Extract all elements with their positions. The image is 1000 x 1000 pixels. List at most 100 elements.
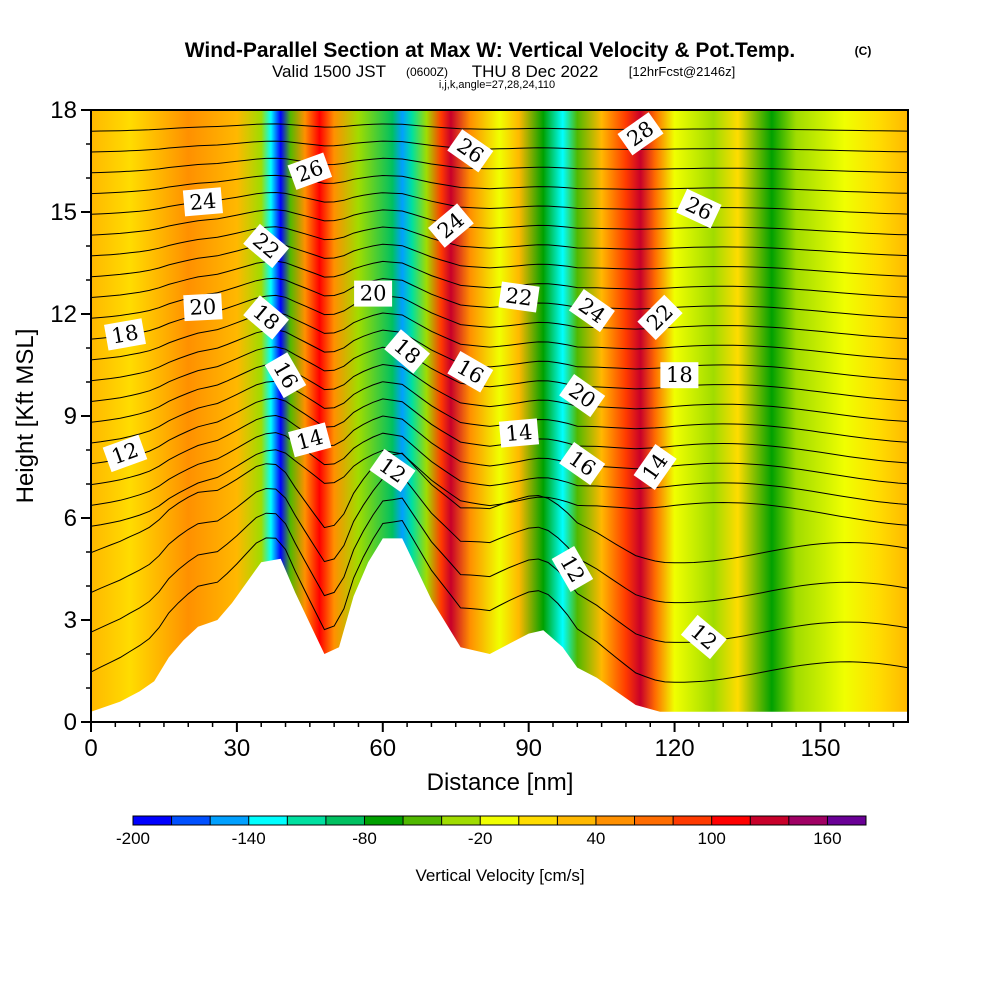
y-axis-label: Height [Kft MSL] xyxy=(12,329,39,504)
colorbar-swatch xyxy=(403,816,443,825)
theta-contour-line xyxy=(91,209,908,236)
contour-label-text: 20 xyxy=(189,295,217,320)
theta-contour-line xyxy=(91,294,908,340)
contour-label-box xyxy=(559,442,606,486)
colorbar-tick-label: 160 xyxy=(813,829,841,848)
theta-contour-line xyxy=(91,449,908,527)
contour-label-box xyxy=(498,281,540,313)
contour-label: 18 xyxy=(104,318,146,351)
x-axis: 0 30 60 90 120 150 xyxy=(84,722,895,762)
contour-label: 16 xyxy=(559,442,606,486)
contour-label-box xyxy=(182,187,223,217)
contour-label-box xyxy=(447,351,494,393)
colorbar-ticks: -200 -140 -80 -20 40 100 160 xyxy=(116,829,842,848)
chart-title: Wind-Parallel Section at Max W: Vertical… xyxy=(185,39,796,62)
colorbar-tick-label: -200 xyxy=(116,829,150,848)
colorbar-swatch xyxy=(248,816,288,825)
colorbar-swatch xyxy=(750,816,790,825)
theta-contour-line xyxy=(91,329,908,382)
theta-contour-line xyxy=(91,140,908,153)
colorbar-swatch xyxy=(364,816,404,825)
contour-label-box xyxy=(102,434,148,473)
theta-contour-line xyxy=(91,346,908,402)
theta-contours xyxy=(91,110,908,683)
contour-label: 18 xyxy=(660,362,699,389)
colorbar-swatch xyxy=(480,816,520,825)
theta-contour-line xyxy=(91,475,908,604)
contour-label: 14 xyxy=(498,418,540,448)
x-tick-label: 30 xyxy=(224,735,251,762)
theta-contour-line xyxy=(91,174,908,195)
contour-label-text: 22 xyxy=(504,283,534,310)
theta-contour-line xyxy=(91,312,908,361)
contour-label-text: 18 xyxy=(666,363,693,387)
theta-contour-line xyxy=(91,243,908,278)
theta-contour-line xyxy=(91,157,908,174)
contour-label-text: 14 xyxy=(505,420,534,446)
theta-contour-line xyxy=(91,519,908,683)
terrain-mask xyxy=(91,538,908,722)
x-tick-label: 150 xyxy=(800,735,840,762)
section-params: i,j,k,angle=27,28,24,110 xyxy=(439,79,555,91)
colorbar-swatch xyxy=(133,816,173,825)
contour-label-box xyxy=(660,362,699,389)
theta-contour-line xyxy=(91,397,908,465)
contour-label: 20 xyxy=(354,280,393,307)
contour-label-box xyxy=(183,293,223,322)
contour-label-box xyxy=(617,112,664,156)
contour-label-box xyxy=(633,443,677,491)
y-tick-label: 18 xyxy=(50,97,77,124)
contour-label-box xyxy=(447,129,494,173)
contour-label-box xyxy=(243,295,290,340)
contour-label-box xyxy=(384,329,431,374)
colorbar-swatch xyxy=(325,816,365,825)
contour-label-box xyxy=(287,152,333,190)
contour-label-box xyxy=(243,223,290,269)
contour-label: 14 xyxy=(288,422,332,458)
contour-label: 20 xyxy=(183,293,223,322)
contour-label-box xyxy=(551,546,594,592)
valid-date: THU 8 Dec 2022 xyxy=(472,62,599,81)
colorbar-swatch xyxy=(788,816,828,825)
colorbar-tick-label: 40 xyxy=(586,829,605,848)
theta-contour-line xyxy=(91,414,908,486)
theta-contour-line xyxy=(91,191,908,215)
colorbar-tick-label: -140 xyxy=(232,829,266,848)
colorbar-tick-label: -20 xyxy=(468,829,493,848)
contour-label-box xyxy=(264,352,307,399)
theta-contour-line xyxy=(91,452,908,564)
valid-utc: (0600Z) xyxy=(406,65,448,79)
contour-label-box xyxy=(559,374,606,418)
contour-label-text: 24 xyxy=(189,189,218,215)
colorbar-tick-label: 100 xyxy=(698,829,726,848)
contour-label: 22 xyxy=(498,281,540,313)
colorbar-swatch xyxy=(287,816,327,825)
contour-label-box xyxy=(568,289,615,333)
x-tick-label: 60 xyxy=(369,735,396,762)
colorbar-swatch xyxy=(827,816,867,825)
colorbar-label: Vertical Velocity [cm/s] xyxy=(415,866,584,885)
colorbar-frame xyxy=(132,815,867,826)
y-tick-label: 12 xyxy=(50,301,77,328)
y-tick-label: 9 xyxy=(64,403,77,430)
forecast-info: [12hrFcst@2146z] xyxy=(629,64,735,79)
colorbar xyxy=(132,815,867,826)
contour-label-box xyxy=(680,614,727,660)
valid-time: Valid 1500 JST xyxy=(272,62,386,81)
contour-label-box xyxy=(369,448,416,492)
y-tick-label: 6 xyxy=(64,505,77,532)
colorbar-swatch xyxy=(210,816,250,825)
colorbar-swatch xyxy=(441,816,481,825)
x-tick-label: 0 xyxy=(84,735,97,762)
contour-label-text: 20 xyxy=(360,282,387,306)
theta-contour-line xyxy=(91,260,908,298)
y-tick-label: 0 xyxy=(64,709,77,736)
copyright-mark: (C) xyxy=(855,44,872,58)
colorbar-swatch xyxy=(711,816,751,825)
colorbar-swatch xyxy=(518,816,558,825)
contour-label-box xyxy=(498,418,540,448)
contour-label-box xyxy=(637,294,683,341)
